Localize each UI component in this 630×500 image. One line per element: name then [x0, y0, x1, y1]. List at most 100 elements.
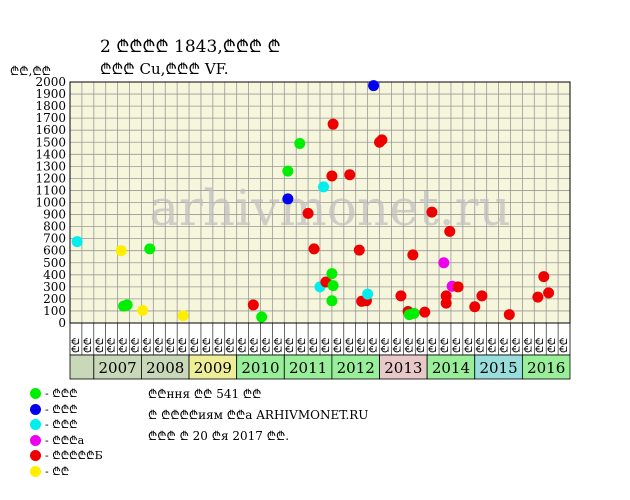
y-tick-label: 100: [43, 304, 66, 318]
data-point-cyan: [318, 181, 330, 193]
quarter-label: ₾₾: [476, 337, 487, 353]
y-tick-label: 500: [43, 256, 66, 270]
quarter-label: ₾₾: [154, 337, 165, 353]
y-tick-label: 200: [43, 292, 66, 306]
quarter-label: ₾₾: [190, 337, 201, 353]
data-point-green: [144, 243, 156, 255]
data-point-red: [326, 170, 338, 182]
y-tick-label: 1300: [35, 159, 66, 173]
data-point-green: [282, 165, 294, 177]
legend-label-1: - ₾₾₾: [45, 402, 78, 416]
quarter-label: ₾₾: [488, 337, 499, 353]
year-label-2011: 2011: [289, 359, 327, 377]
quarter-label: ₾₾: [464, 337, 475, 353]
y-tick-label: 2000: [35, 75, 66, 89]
data-point-red: [308, 243, 320, 255]
legend: - ₾₾₾ - ₾₾₾ - ₾₾₾ - ₾₾₾а - ₾₾₾₾₾Б - ₾₾: [30, 386, 103, 479]
y-tick-label: 800: [43, 220, 66, 234]
legend-label-2: - ₾₾₾: [45, 418, 78, 432]
quarter-label: ₾₾: [547, 337, 558, 353]
quarter-label: ₾₾: [380, 337, 391, 353]
year-band-2008: [141, 354, 190, 380]
quarter-label: ₾₾: [357, 337, 368, 353]
y-tick-label: 1900: [35, 87, 66, 101]
quarter-label: ₾₾: [285, 337, 296, 353]
quarter-label: ₾₾: [119, 337, 130, 353]
data-point-red: [532, 291, 544, 303]
year-label-2008: 2008: [146, 359, 184, 377]
plot-border: [69, 81, 571, 324]
year-band-2013: [379, 354, 428, 380]
data-point-red: [395, 290, 407, 302]
y-tick-label: 1100: [35, 183, 66, 197]
legend-item-3: - ₾₾₾а: [30, 433, 103, 449]
y-tick-label: 1400: [35, 147, 66, 161]
data-point-red: [469, 301, 481, 313]
data-point-red: [538, 271, 550, 283]
data-point-red: [353, 244, 365, 256]
quarter-label: ₾₾: [511, 337, 522, 353]
data-point-yellow: [177, 310, 189, 322]
data-point-red: [452, 281, 464, 293]
y-tick-label: 400: [43, 268, 66, 282]
quarter-label: ₾₾: [309, 337, 320, 353]
legend-label-5: - ₾₾: [45, 464, 70, 478]
y-axis-label: ₾₾,₾₾: [10, 64, 51, 78]
year-band-2010: [236, 354, 285, 380]
data-point-green: [256, 311, 268, 323]
info-line-date: ₾₾₾ ₾ 20 ₾я 2017 ₾₾.: [148, 429, 290, 443]
quarter-label: ₾₾: [142, 337, 153, 353]
quarter-label: ₾₾: [392, 337, 403, 353]
quarter-label: ₾₾: [297, 337, 308, 353]
data-point-yellow: [137, 304, 149, 316]
data-point-red: [376, 134, 388, 146]
y-tick-label: 1800: [35, 99, 66, 113]
quarter-label: ₾₾: [130, 337, 141, 353]
year-label-2010: 2010: [241, 359, 279, 377]
data-point-green: [326, 268, 338, 280]
quarter-label: ₾₾: [202, 337, 213, 353]
y-tick-label: 1000: [35, 196, 66, 210]
watermark: arhivmonet.ru: [149, 179, 511, 237]
legend-item-1: - ₾₾₾: [30, 402, 103, 418]
data-point-red: [419, 306, 431, 318]
y-tick-label: 700: [43, 232, 66, 246]
legend-dot-2: [30, 419, 41, 431]
quarter-label: ₾₾: [214, 337, 225, 353]
chart-subtitle: ₾₾₾ Cu,₾₾₾ VF.: [100, 60, 229, 78]
data-point-red: [344, 169, 356, 181]
legend-dot-4: [30, 450, 41, 462]
year-label-2009: 2009: [194, 359, 232, 377]
y-tick-label: 900: [43, 208, 66, 222]
year-label-2015: 2015: [479, 359, 517, 377]
legend-dot-1: [30, 403, 41, 415]
quarter-label: ₾₾: [523, 337, 534, 353]
data-point-blue: [282, 193, 294, 205]
quarter-label: ₾₾: [238, 337, 249, 353]
year-band-2015: [474, 354, 523, 380]
legend-item-5: - ₾₾: [30, 464, 103, 480]
y-tick-label: 300: [43, 280, 66, 294]
y-tick-label: 1500: [35, 135, 66, 149]
y-tick-label: 1600: [35, 123, 66, 137]
quarter-label: ₾₾: [452, 337, 463, 353]
quarter-label: ₾₾: [333, 337, 344, 353]
data-point-green: [294, 137, 306, 149]
quarter-label: ₾₾: [250, 337, 261, 353]
y-tick-label: 1700: [35, 111, 66, 125]
data-point-magenta: [438, 257, 450, 269]
quarter-label: ₾₾: [369, 337, 380, 353]
data-point-red: [247, 299, 259, 311]
quarter-label: ₾₾: [166, 337, 177, 353]
quarter-label: ₾₾: [440, 337, 451, 353]
year-band-2007: [93, 354, 142, 380]
year-label-2016: 2016: [527, 359, 565, 377]
data-point-green: [326, 295, 338, 307]
y-tick-label: 1200: [35, 171, 66, 185]
legend-label-0: - ₾₾₾: [45, 387, 78, 401]
legend-label-3: - ₾₾₾а: [45, 433, 85, 447]
legend-dot-0: [30, 388, 41, 400]
data-point-green: [121, 299, 133, 311]
data-point-blue: [368, 80, 380, 92]
quarter-label: ₾₾: [500, 337, 511, 353]
